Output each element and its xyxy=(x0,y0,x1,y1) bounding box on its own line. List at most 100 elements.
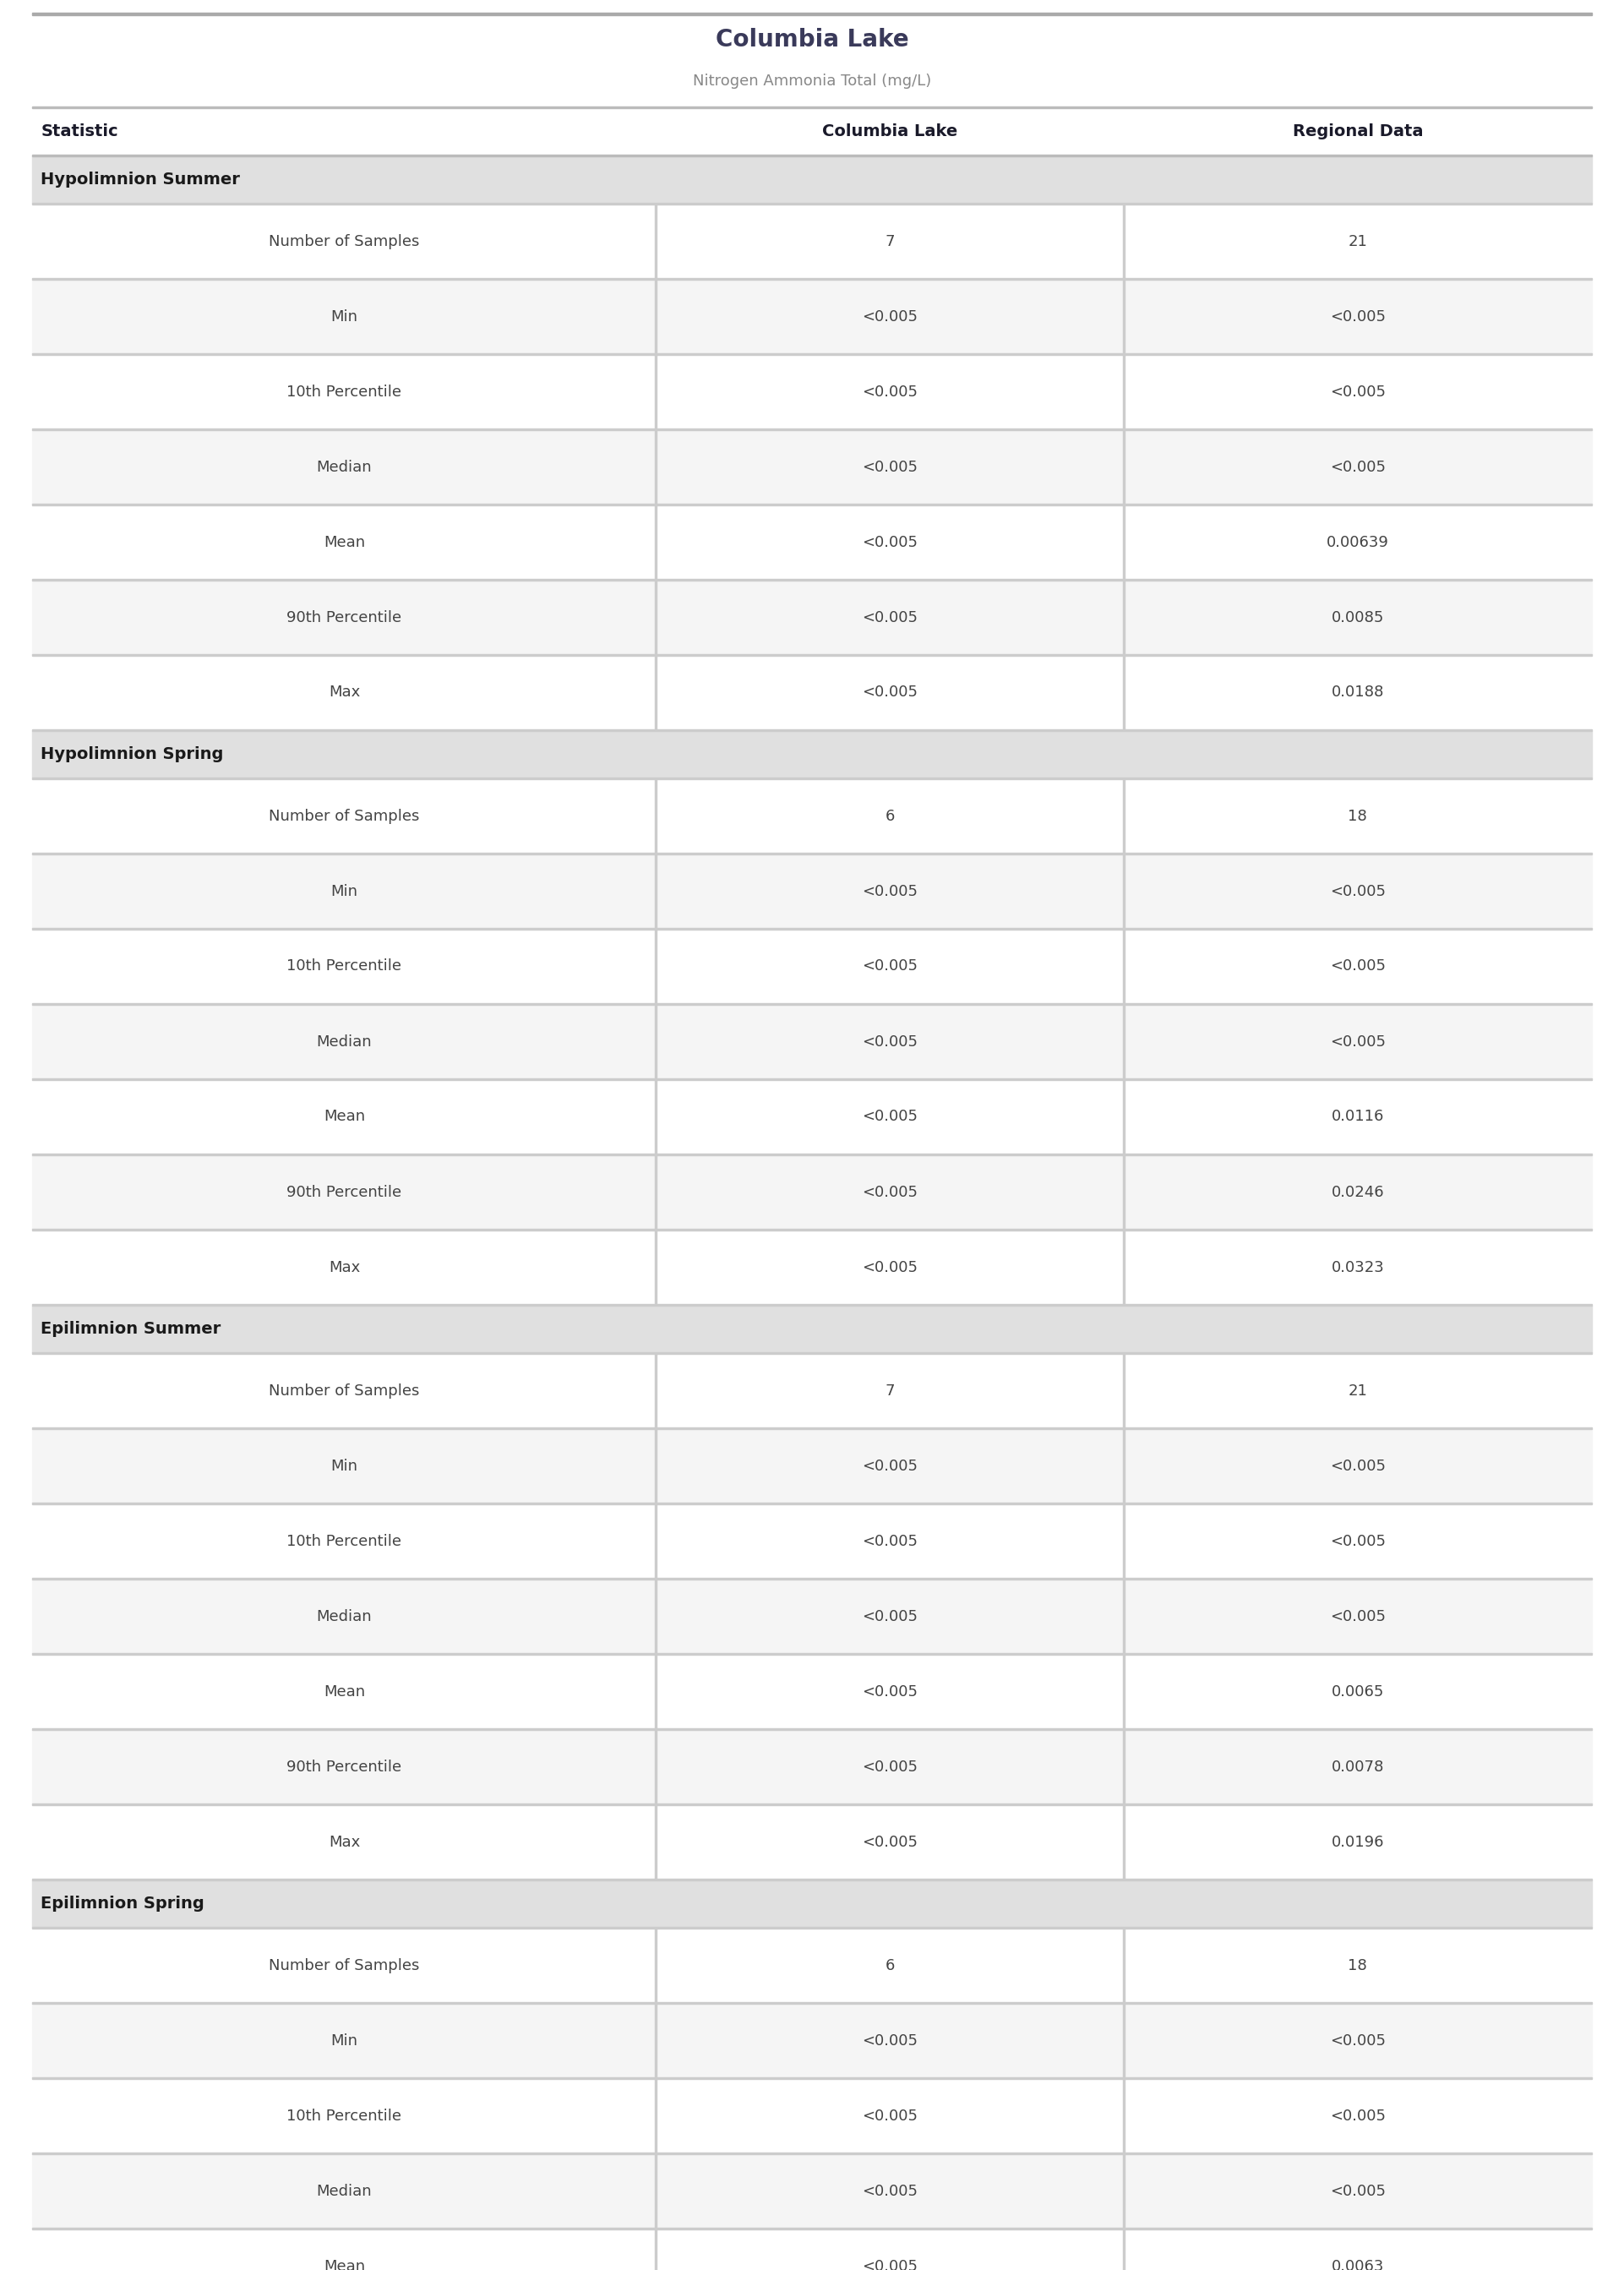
Text: Median: Median xyxy=(317,2184,372,2200)
Text: Min: Min xyxy=(331,309,357,325)
Text: Min: Min xyxy=(331,883,357,899)
Text: 10th Percentile: 10th Percentile xyxy=(287,1535,401,1548)
Text: 18: 18 xyxy=(1348,808,1367,824)
Text: Nitrogen Ammonia Total (mg/L): Nitrogen Ammonia Total (mg/L) xyxy=(693,73,931,89)
Text: 21: 21 xyxy=(1348,234,1367,250)
Text: <0.005: <0.005 xyxy=(1330,384,1385,400)
Bar xyxy=(32,1655,1592,1727)
Text: Min: Min xyxy=(331,2034,357,2048)
Text: Mean: Mean xyxy=(323,2259,365,2270)
Bar xyxy=(32,1580,1592,1653)
Text: 90th Percentile: 90th Percentile xyxy=(287,1185,401,1199)
Text: Number of Samples: Number of Samples xyxy=(270,808,419,824)
Text: <0.005: <0.005 xyxy=(862,1759,918,1775)
Bar xyxy=(32,204,1592,277)
Bar xyxy=(32,506,1592,579)
Text: Columbia Lake: Columbia Lake xyxy=(822,123,958,138)
Text: 10th Percentile: 10th Percentile xyxy=(287,958,401,974)
Text: Number of Samples: Number of Samples xyxy=(270,1957,419,1973)
Text: 90th Percentile: 90th Percentile xyxy=(287,611,401,624)
Text: 0.0116: 0.0116 xyxy=(1332,1110,1384,1124)
Text: Epilimnion Spring: Epilimnion Spring xyxy=(41,1895,205,1911)
Text: 0.0246: 0.0246 xyxy=(1332,1185,1384,1199)
Text: 0.0078: 0.0078 xyxy=(1332,1759,1384,1775)
Bar xyxy=(32,354,1592,429)
Text: Min: Min xyxy=(331,1457,357,1473)
Text: Epilimnion Summer: Epilimnion Summer xyxy=(41,1321,221,1337)
Text: 18: 18 xyxy=(1348,1957,1367,1973)
Bar xyxy=(32,854,1592,928)
Bar xyxy=(32,779,1592,854)
Bar xyxy=(32,1430,1592,1503)
Text: 0.0063: 0.0063 xyxy=(1332,2259,1384,2270)
Bar xyxy=(32,2154,1592,2227)
Text: <0.005: <0.005 xyxy=(862,1035,918,1049)
Text: <0.005: <0.005 xyxy=(862,1684,918,1700)
Text: Max: Max xyxy=(328,686,361,699)
Text: <0.005: <0.005 xyxy=(862,1609,918,1623)
Bar xyxy=(32,2004,1592,2077)
Text: <0.005: <0.005 xyxy=(862,1834,918,1850)
Bar xyxy=(32,109,1592,154)
Text: 21: 21 xyxy=(1348,1382,1367,1398)
Text: <0.005: <0.005 xyxy=(1330,958,1385,974)
Bar xyxy=(32,931,1592,1003)
Text: <0.005: <0.005 xyxy=(862,686,918,699)
Text: <0.005: <0.005 xyxy=(1330,1457,1385,1473)
Bar xyxy=(32,279,1592,354)
Text: <0.005: <0.005 xyxy=(1330,1609,1385,1623)
Text: <0.005: <0.005 xyxy=(1330,1035,1385,1049)
Bar xyxy=(32,2229,1592,2270)
Text: 6: 6 xyxy=(885,1957,895,1973)
Bar xyxy=(32,581,1592,654)
Text: <0.005: <0.005 xyxy=(862,384,918,400)
Bar xyxy=(32,1305,1592,1353)
Bar xyxy=(32,1155,1592,1228)
Text: 0.00639: 0.00639 xyxy=(1327,533,1389,549)
Bar xyxy=(32,1230,1592,1303)
Bar xyxy=(32,431,1592,504)
Bar xyxy=(32,1081,1592,1153)
Text: 6: 6 xyxy=(885,808,895,824)
Text: 10th Percentile: 10th Percentile xyxy=(287,384,401,400)
Text: 0.0085: 0.0085 xyxy=(1332,611,1384,624)
Text: <0.005: <0.005 xyxy=(1330,2184,1385,2200)
Bar xyxy=(32,14,1592,16)
Bar xyxy=(32,1805,1592,1880)
Bar xyxy=(32,1730,1592,1802)
Text: Hypolimnion Summer: Hypolimnion Summer xyxy=(41,173,240,188)
Text: <0.005: <0.005 xyxy=(1330,1535,1385,1548)
Text: 0.0323: 0.0323 xyxy=(1332,1260,1384,1276)
Bar xyxy=(32,1505,1592,1578)
Text: 0.0196: 0.0196 xyxy=(1332,1834,1384,1850)
Text: Columbia Lake: Columbia Lake xyxy=(716,27,908,52)
Text: Mean: Mean xyxy=(323,1110,365,1124)
Text: <0.005: <0.005 xyxy=(862,2184,918,2200)
Text: 0.0188: 0.0188 xyxy=(1332,686,1384,699)
Bar xyxy=(32,656,1592,729)
Bar xyxy=(32,1353,1592,1428)
Text: 90th Percentile: 90th Percentile xyxy=(287,1759,401,1775)
Text: Mean: Mean xyxy=(323,1684,365,1700)
Text: Statistic: Statistic xyxy=(41,123,119,138)
Text: <0.005: <0.005 xyxy=(862,533,918,549)
Bar xyxy=(32,1880,1592,1927)
Text: <0.005: <0.005 xyxy=(862,1535,918,1548)
Text: 0.0065: 0.0065 xyxy=(1332,1684,1384,1700)
Text: Median: Median xyxy=(317,1609,372,1623)
Text: Max: Max xyxy=(328,1834,361,1850)
Text: <0.005: <0.005 xyxy=(862,2109,918,2122)
Text: <0.005: <0.005 xyxy=(862,1260,918,1276)
Text: <0.005: <0.005 xyxy=(862,2259,918,2270)
Text: Number of Samples: Number of Samples xyxy=(270,1382,419,1398)
Text: 10th Percentile: 10th Percentile xyxy=(287,2109,401,2122)
Text: 7: 7 xyxy=(885,1382,895,1398)
Text: Hypolimnion Spring: Hypolimnion Spring xyxy=(41,747,224,763)
Text: 7: 7 xyxy=(885,234,895,250)
Text: Median: Median xyxy=(317,1035,372,1049)
Bar xyxy=(32,157,1592,202)
Text: <0.005: <0.005 xyxy=(862,309,918,325)
Bar xyxy=(32,2079,1592,2152)
Text: <0.005: <0.005 xyxy=(862,883,918,899)
Bar xyxy=(32,1006,1592,1078)
